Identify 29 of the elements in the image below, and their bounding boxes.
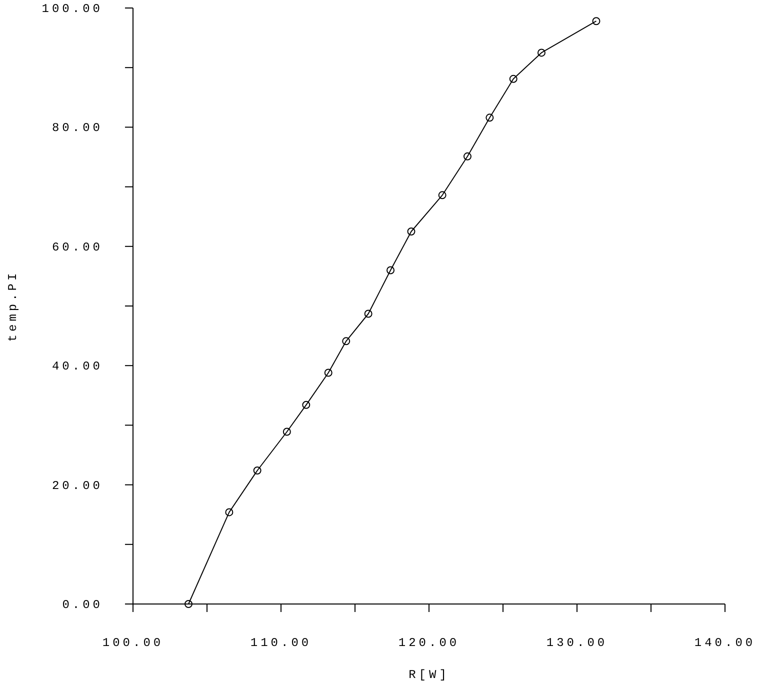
point	[342, 337, 350, 346]
point	[386, 266, 395, 274]
point	[302, 400, 310, 409]
point	[184, 600, 192, 608]
y-tick-label: 0.00	[62, 598, 103, 612]
y-axis-title: temp.PI	[6, 270, 20, 342]
point	[463, 152, 472, 160]
x-tick-label: 100.00	[102, 636, 164, 650]
y-tick-label: 60.00	[52, 240, 103, 254]
point	[486, 114, 494, 122]
x-tick-label: 120.00	[398, 636, 460, 650]
point	[253, 466, 262, 474]
x-tick-label: 110.00	[250, 636, 312, 650]
point	[364, 310, 372, 318]
x-tick-label: 130.00	[546, 636, 608, 650]
point	[509, 74, 518, 83]
x-axis-title: R[W]	[408, 668, 450, 682]
point	[225, 508, 234, 516]
y-tick-label: 80.00	[52, 121, 103, 136]
point	[592, 17, 600, 26]
y-tick-label: 40.00	[52, 360, 103, 374]
y-tick-label: 20.00	[52, 478, 103, 493]
x-tick-label: 140.00	[694, 636, 756, 650]
y-tick-label: 100.00	[42, 2, 103, 16]
point	[407, 228, 416, 236]
point	[324, 368, 332, 377]
point	[438, 191, 446, 200]
point	[282, 428, 291, 436]
point	[537, 48, 546, 57]
